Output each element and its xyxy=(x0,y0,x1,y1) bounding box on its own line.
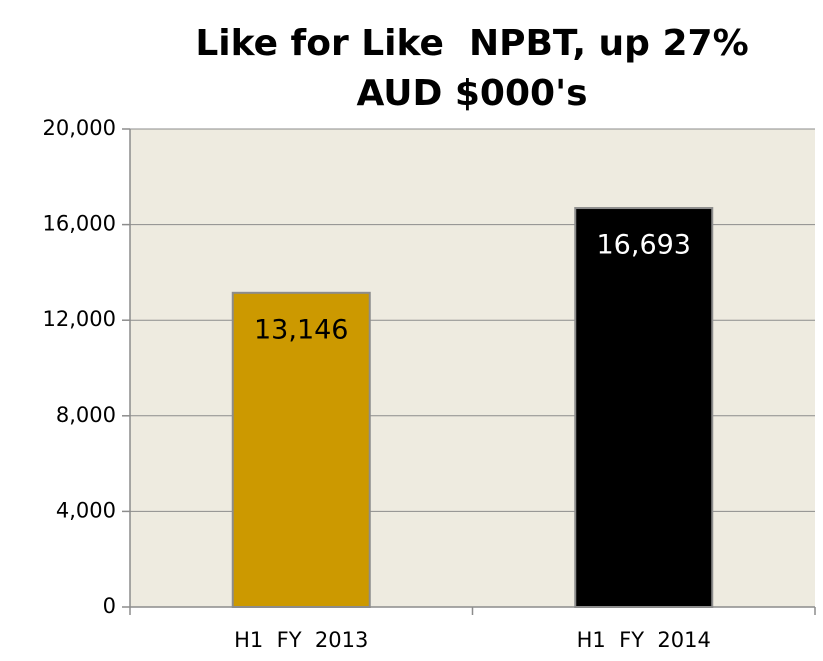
y-tick-label: 12,000 xyxy=(43,307,116,331)
x-tick-label: H1 FY 2014 xyxy=(577,628,711,652)
y-tick-label: 8,000 xyxy=(56,403,116,427)
value-label: 13,146 xyxy=(254,314,348,345)
bar xyxy=(574,207,714,608)
chart-title: Like for Like NPBT, up 27% xyxy=(195,23,748,64)
value-label: 16,693 xyxy=(597,230,691,261)
bar xyxy=(231,291,371,608)
y-tick-label: 16,000 xyxy=(43,212,116,236)
y-tick-label: 20,000 xyxy=(43,116,116,140)
x-tick-label: H1 FY 2013 xyxy=(234,628,368,652)
y-tick-label: 4,000 xyxy=(56,498,116,522)
chart-subtitle: AUD $000's xyxy=(356,73,587,114)
y-tick-label: 0 xyxy=(103,594,116,618)
